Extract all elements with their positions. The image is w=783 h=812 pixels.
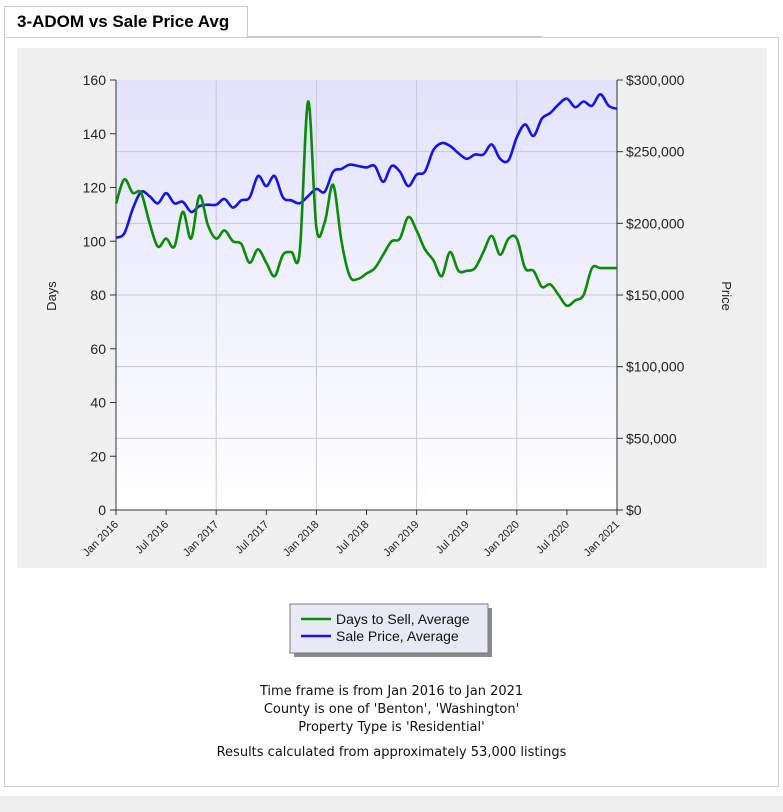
series-line-sale-price bbox=[115, 93, 618, 239]
series-line-days-to-sell bbox=[114, 100, 617, 308]
y-tick-label: 140 bbox=[83, 126, 107, 142]
info-timeframe: Time frame is from Jan 2016 to Jan 2021 bbox=[259, 684, 524, 699]
y-tick-label: 60 bbox=[90, 341, 106, 357]
grid-lines bbox=[116, 80, 617, 510]
tab-divider bbox=[248, 36, 542, 37]
y2-axis-label: Price bbox=[719, 281, 734, 311]
y-tick-label: 40 bbox=[90, 395, 106, 411]
y-tick-label: 0 bbox=[98, 502, 106, 518]
y2-tick-label: $300,000 bbox=[626, 72, 685, 88]
chart-tab[interactable]: 3-ADOM vs Sale Price Avg bbox=[4, 6, 248, 37]
info-county: County is one of 'Benton', 'Washington' bbox=[263, 702, 520, 717]
y2-tick-label: $100,000 bbox=[626, 359, 685, 375]
tab-title: 3-ADOM vs Sale Price Avg bbox=[17, 12, 230, 31]
series-lines bbox=[114, 93, 618, 308]
y-tick-label: 160 bbox=[83, 72, 107, 88]
y2-tick-label: $250,000 bbox=[626, 144, 685, 160]
legend-label-days: Days to Sell, Average bbox=[336, 611, 470, 627]
footer-bar bbox=[0, 796, 783, 812]
info-property-type: Property Type is 'Residential' bbox=[298, 720, 485, 735]
info-results: Results calculated from approximately 53… bbox=[216, 745, 567, 760]
chart: 0 20 40 60 80 100 120 140 160 $0 $50,000 $100,000 $1… bbox=[17, 48, 767, 657]
y2-tick-label: $200,000 bbox=[626, 215, 685, 231]
legend-label-price: Sale Price, Average bbox=[336, 628, 459, 644]
y-axis-label: Days bbox=[44, 281, 59, 311]
y-tick-label: 80 bbox=[90, 287, 106, 303]
y2-tick-label: $150,000 bbox=[626, 287, 685, 303]
y2-tick-label: $50,000 bbox=[626, 430, 677, 446]
y-tick-label: 100 bbox=[83, 233, 107, 249]
y-tick-label: 120 bbox=[83, 180, 107, 196]
y-tick-label: 20 bbox=[90, 448, 106, 464]
legend: Days to Sell, Average Sale Price, Averag… bbox=[289, 603, 492, 657]
legend-box bbox=[289, 603, 489, 654]
y2-tick-label: $0 bbox=[626, 502, 642, 518]
